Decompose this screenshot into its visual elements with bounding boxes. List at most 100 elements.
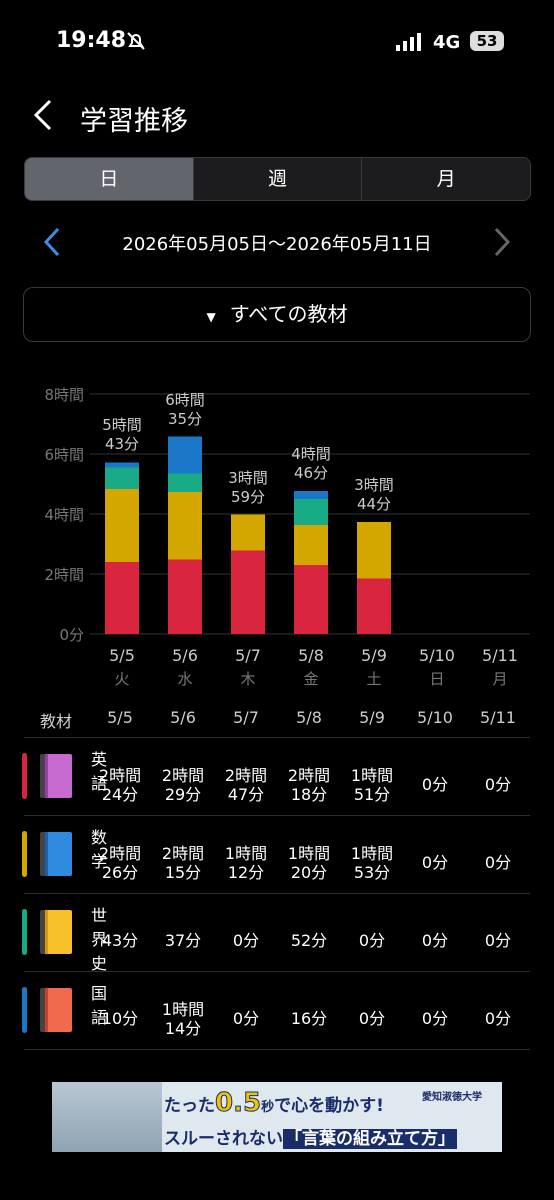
bar-segment <box>231 550 265 634</box>
bar-segment <box>168 436 202 474</box>
weekday-label: 土 <box>366 670 381 688</box>
table-cell: 0分 <box>421 853 449 872</box>
table-cell: 2時間 18分 <box>287 766 331 804</box>
table-cell: 0分 <box>484 775 512 794</box>
bar-segment <box>105 562 139 634</box>
tab-control: 日 週 月 <box>24 157 531 201</box>
table-cell: 0分 <box>232 1009 260 1028</box>
table-cell: 0分 <box>421 775 449 794</box>
ad-banner[interactable]: たった0.5秒で心を動かす! 愛知淑徳大学 スルーされない 「言葉の組み立て方」 <box>52 1082 502 1152</box>
color-strip <box>22 831 27 877</box>
table-cell: 0分 <box>358 1009 386 1028</box>
bar-segment <box>105 462 139 468</box>
tab[interactable]: 日 <box>25 158 193 200</box>
y-tick-label: 0分 <box>59 626 84 644</box>
table-column-header: 5/8 <box>296 708 322 727</box>
filter-label: すべての教材 <box>229 302 348 326</box>
table-cell: 2時間 29分 <box>161 766 205 804</box>
subject-name: 英語 <box>91 750 108 793</box>
table-cell: 1時間 12分 <box>224 844 268 882</box>
table-column-header: 5/7 <box>233 708 259 727</box>
x-tick-label: 5/5 <box>109 646 135 665</box>
bar-segment <box>294 490 328 499</box>
subject-name: 世界史 <box>91 906 108 973</box>
row-divider <box>24 893 530 894</box>
bar-segment <box>105 489 139 562</box>
ad-text: たった <box>164 1096 215 1116</box>
prev-button[interactable] <box>40 226 64 258</box>
table-column-header: 5/10 <box>417 708 453 727</box>
table-cell: 0分 <box>484 853 512 872</box>
row-divider <box>24 971 530 972</box>
back-button[interactable] <box>30 98 58 132</box>
x-tick-label: 5/10 <box>419 646 455 665</box>
page-title: 学習推移 <box>80 106 188 137</box>
chart: 0分 2時間 4時間 6時間 8時間 5/5 火 5時間 43分 5/6 水 6時間 35分 5/7 木… <box>44 386 530 688</box>
total-label-box: 4時間 46分 <box>291 445 331 482</box>
ad-text: 秒 <box>261 1100 275 1115</box>
table-cell: 0分 <box>484 931 512 950</box>
bar-segment <box>357 522 391 579</box>
weekday-label: 木 <box>240 670 255 688</box>
table-cell: 1時間 51分 <box>350 766 394 804</box>
bar-segment <box>357 578 391 634</box>
table-cell: 2時間 24分 <box>98 766 142 804</box>
network-label: 4G <box>433 32 461 53</box>
bar-segment <box>168 559 202 634</box>
total-label: 3時間 59分 <box>228 468 268 506</box>
filter-dropdown[interactable]: ▼ すべての教材 <box>23 287 531 342</box>
subject-name: 数学 <box>91 828 108 871</box>
status-time: 19:48 <box>56 28 127 53</box>
row-divider <box>24 737 530 738</box>
signal-icon <box>396 33 421 51</box>
row-divider <box>24 815 530 816</box>
weekday-label: 月 <box>492 670 507 688</box>
book-icon <box>40 988 72 1032</box>
ad-text: で心を動かす! <box>274 1096 384 1116</box>
table-column-header: 5/11 <box>480 708 516 727</box>
ad-text: 0.5 <box>214 1088 262 1119</box>
table-cell: 0分 <box>358 931 386 950</box>
table-column-header: 5/9 <box>359 708 385 727</box>
tab[interactable]: 月 <box>361 158 530 200</box>
weekday-label: 水 <box>177 670 192 688</box>
book-icon <box>40 832 72 876</box>
table-cell: 0分 <box>232 931 260 950</box>
table-cell: 52分 <box>290 931 328 950</box>
table-header: 教材 <box>40 712 73 731</box>
x-tick-label: 5/11 <box>482 646 518 665</box>
ad-text: 「言葉の組み立て方」 <box>283 1129 457 1149</box>
battery: 53 <box>470 31 504 51</box>
table-column-header: 5/5 <box>107 708 133 727</box>
table-cell: 2時間 47分 <box>224 766 268 804</box>
next-button[interactable] <box>490 226 514 258</box>
tab[interactable]: 週 <box>192 158 362 200</box>
subject-name: 国語 <box>91 984 108 1027</box>
color-strip <box>22 753 27 799</box>
bar-segment <box>168 473 202 493</box>
weekday-label: 金 <box>303 670 318 688</box>
total-label-box: 5時間 43分 <box>102 416 142 453</box>
total-label: 3時間 44分 <box>354 476 394 513</box>
y-tick-label: 4時間 <box>44 506 84 524</box>
ad-text: スルーされない 「言葉の組み立て方」 <box>164 1124 457 1149</box>
table-cell: 0分 <box>484 1009 512 1028</box>
x-tick-label: 5/6 <box>172 646 198 665</box>
ad-text: スルーされない <box>164 1129 283 1149</box>
bar-segment <box>105 467 139 490</box>
y-tick-label: 6時間 <box>44 446 84 464</box>
x-tick-label: 5/7 <box>235 646 261 665</box>
table-cell: 10分 <box>101 1009 139 1028</box>
x-tick-label: 5/9 <box>361 646 387 665</box>
ad-text: たった0.5秒で心を動かす! <box>164 1088 384 1119</box>
bar-segment <box>294 499 328 526</box>
table-cell: 43分 <box>101 931 139 950</box>
table-cell: 37分 <box>164 931 202 950</box>
row-divider <box>24 1049 530 1050</box>
bar-segment <box>231 514 265 551</box>
total-label: 6時間 35分 <box>165 390 205 428</box>
color-strip <box>22 987 27 1033</box>
mute-icon <box>127 32 145 50</box>
table-cell: 2時間 15分 <box>161 844 205 882</box>
